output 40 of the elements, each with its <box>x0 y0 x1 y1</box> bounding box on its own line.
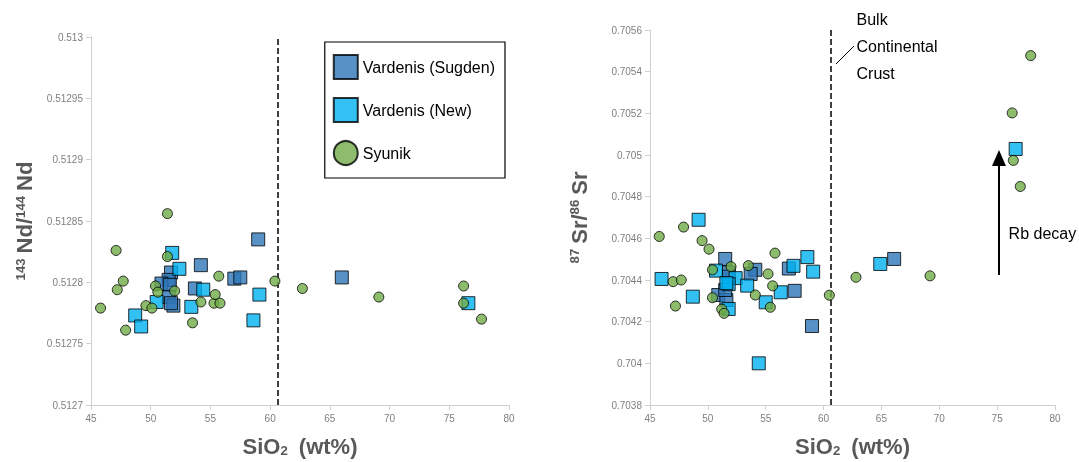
x-tick-label: 50 <box>702 412 714 424</box>
x-axis-title: SiO2 (wt%) <box>795 433 910 459</box>
y-tick-label: 0.7042 <box>611 316 643 328</box>
x-tick-label: 70 <box>384 412 396 424</box>
y-tick-label: 0.7054 <box>611 66 643 78</box>
y-tick-label: 0.51275 <box>46 338 84 350</box>
legend-label: Vardenis (Sugden) <box>362 58 496 76</box>
x-tick-label: 75 <box>991 412 1004 424</box>
y-tick-label: 0.7044 <box>611 274 643 286</box>
y-tick-label: 0.7052 <box>611 107 643 119</box>
y-tick-label: 0.7046 <box>611 232 643 244</box>
x-tick-label: 45 <box>85 412 97 424</box>
x-tick-label: 80 <box>503 412 515 424</box>
x-tick-label: 70 <box>933 412 946 424</box>
legend-label: Syunik <box>362 144 412 162</box>
y-tick-label: 0.5129 <box>52 154 84 166</box>
x-tick-label: 80 <box>1049 412 1061 424</box>
y-tick-label: 0.7038 <box>611 399 643 411</box>
x-tick-label: 50 <box>145 412 157 424</box>
y-tick-label: 0.51285 <box>46 215 84 227</box>
y-tick-label: 0.51295 <box>46 92 84 104</box>
x-axis-title: SiO2 (wt%) <box>242 433 358 459</box>
y-tick-label: 0.5128 <box>52 276 84 288</box>
x-tick-label: 55 <box>760 412 772 424</box>
y-tick-label: 0.704 <box>616 357 643 369</box>
y-tick-label: 0.7048 <box>611 191 643 203</box>
y-tick-label: 0.513 <box>57 31 84 43</box>
annotation: Rb decay <box>1008 224 1077 244</box>
x-tick-label: 65 <box>324 412 336 424</box>
x-tick-label: 75 <box>443 412 456 424</box>
x-tick-label: 55 <box>204 412 217 424</box>
ref-line-label: Bulk Continental Crust <box>856 10 939 84</box>
x-tick-label: 60 <box>818 412 830 424</box>
x-tick-label: 65 <box>875 412 888 424</box>
y-tick-label: 0.705 <box>616 149 643 161</box>
y-tick-label: 0.7056 <box>611 24 643 36</box>
x-tick-label: 60 <box>264 412 277 424</box>
y-tick-label: 0.5127 <box>52 399 84 411</box>
x-tick-label: 45 <box>644 412 656 424</box>
legend-label: Vardenis (New) <box>362 101 472 119</box>
